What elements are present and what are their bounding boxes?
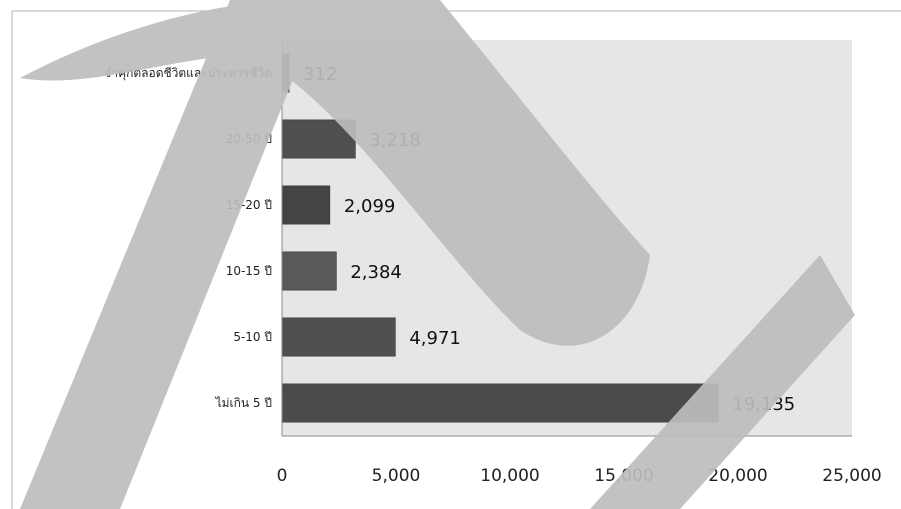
bar [281,317,396,357]
x-tick-label: 10,000 [480,466,539,486]
data-label: 2,099 [344,196,396,217]
watermark-curve-stroke [20,0,650,346]
category-label: 10-15 ปี [226,264,272,278]
bars-layer [281,53,719,423]
data-label: 2,384 [350,262,402,283]
x-tick-label: 5,000 [372,466,421,486]
watermark-diagonal-right [590,255,855,509]
watermark-diagonal-left [20,0,325,509]
bar [281,185,331,225]
bar [281,383,719,423]
data-label: 4,971 [409,328,461,349]
watermark [20,0,855,509]
bar [281,251,337,291]
x-tick-label: 20,000 [708,466,767,486]
category-label: 5-10 ปี [233,330,272,344]
x-tick-label: 0 [277,466,288,486]
category-label: ไม่เกิน 5 ปี [215,396,272,410]
x-tick-label: 25,000 [822,466,881,486]
